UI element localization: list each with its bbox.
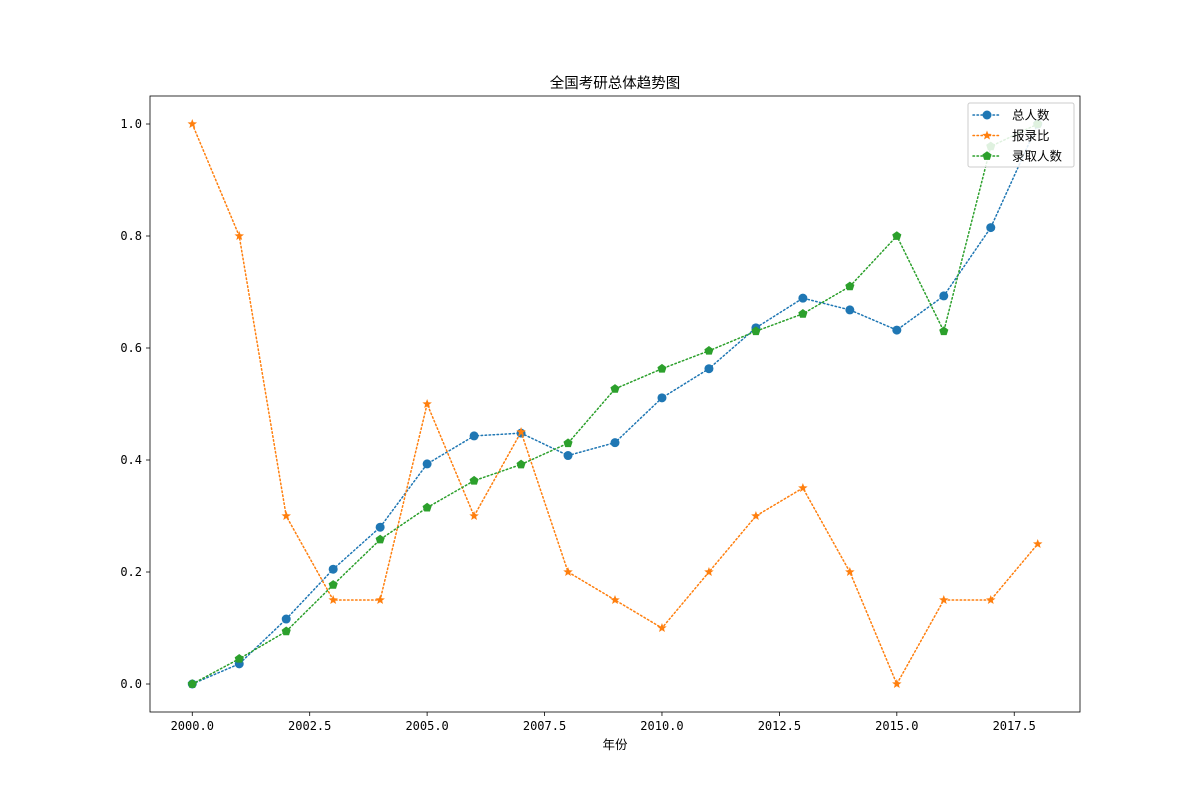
y-tick-label: 0.0 [120,677,142,691]
data-point [892,679,902,689]
data-point [610,595,620,605]
x-tick-label: 2015.0 [875,719,918,733]
data-point [892,231,902,240]
data-point [187,679,197,688]
legend-box [967,102,1075,168]
data-point [845,567,855,577]
legend-label: 录取人数 [1012,149,1063,164]
x-tick-label: 2005.0 [405,719,448,733]
data-point [610,384,620,393]
data-point [281,614,291,624]
data-point [234,654,244,663]
data-point [563,451,573,461]
x-tick-label: 2007.5 [523,719,566,733]
legend-item: 总人数 [972,108,1050,123]
data-point [328,595,338,605]
data-point [328,564,338,574]
data-point [657,363,667,373]
x-tick-label: 2000.0 [171,719,214,733]
data-point [281,626,291,636]
legend-marker [982,151,992,160]
data-point [751,511,761,521]
legend-marker [982,110,992,120]
data-point [375,534,385,544]
data-point [422,459,432,469]
y-tick-label: 0.4 [120,453,142,467]
data-point [375,595,385,605]
data-point [657,393,667,403]
legend-label: 总人数 [1012,108,1050,123]
axes-frame [149,95,1081,713]
data-point [422,502,432,512]
data-point [187,119,198,129]
legend-item: 报录比 [972,128,1050,143]
data-point [1032,539,1043,549]
series-layer [187,119,1043,689]
data-point [704,346,714,355]
data-point [563,567,573,577]
data-point [516,427,526,437]
y-tick-label: 1.0 [120,117,142,131]
data-point [798,309,808,318]
data-point [751,326,761,336]
data-point [375,522,385,532]
x-tick-label: 2017.5 [993,719,1036,733]
data-point [281,511,291,521]
data-point [610,438,620,448]
legend-label: 报录比 [1012,128,1050,143]
y-tick-label: 0.8 [120,229,142,243]
data-point [939,291,949,301]
data-point [845,281,855,291]
series-2 [187,119,1043,689]
legend-item: 录取人数 [972,149,1063,164]
x-axis-label: 年份 [602,737,628,752]
chart-title: 全国考研总体趋势图 [550,74,681,92]
data-point [516,459,526,469]
plot-area: 2000.0 2002.5 2005.0 2007.5 2010.0 2012.5 2015… [120,95,1081,733]
data-point [469,431,479,441]
data-point [234,231,244,241]
x-tick-label: 2010.0 [640,719,683,733]
x-tick-label: 2012.5 [758,719,801,733]
y-tick-label: 0.6 [120,341,142,355]
data-point [986,595,996,605]
data-point [798,293,808,303]
data-point [422,399,432,409]
data-point [469,475,479,485]
y-tick-label: 0.2 [120,565,142,579]
data-point [657,623,667,633]
data-point [845,305,855,315]
data-point [563,438,573,448]
data-point [704,364,714,374]
data-point [469,511,479,521]
data-point [939,326,949,336]
data-point [798,483,808,493]
data-point [986,223,996,233]
legend-marker [982,130,992,140]
data-point [704,567,714,577]
data-point [892,325,902,335]
x-tick-label: 2002.5 [288,719,331,733]
data-point [939,595,949,605]
data-point [328,580,338,589]
